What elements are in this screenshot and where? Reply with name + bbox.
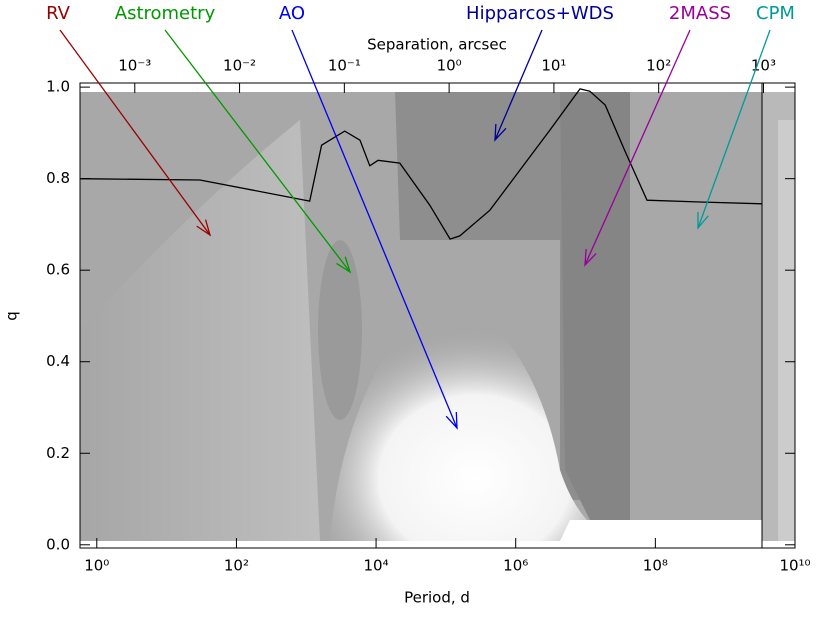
x2-tick-label: 10⁻³ — [118, 57, 151, 75]
annotation-arrowhead — [336, 256, 352, 274]
y-tick-label: 0.0 — [46, 535, 70, 553]
x2-tick-label: 10⁰ — [437, 57, 462, 75]
annotation-arrow — [291, 29, 458, 429]
x2-tick-label: 10³ — [751, 57, 776, 75]
x-tick-label: 10⁸ — [643, 557, 668, 575]
annotation-arrowhead — [584, 248, 597, 267]
x-tick-label: 10⁰ — [84, 557, 109, 575]
annotation-label: Astrometry — [115, 3, 216, 24]
annotation-arrow — [697, 29, 771, 229]
annotation-arrow — [164, 29, 351, 273]
annotation-arrow — [494, 29, 543, 141]
annotation-arrowhead — [494, 123, 507, 142]
y-axis-title: q — [3, 311, 21, 321]
x-tick-label: 10⁶ — [503, 557, 528, 575]
annotation-arrow — [584, 29, 691, 266]
x2-tick-label: 10¹ — [541, 57, 566, 75]
annotation-label: AO — [279, 3, 305, 24]
y-tick-label: 0.6 — [46, 261, 70, 279]
x-axis-title: Period, d — [404, 589, 470, 607]
contour-shading — [80, 83, 795, 548]
x2-tick-label: 10⁻² — [223, 57, 256, 75]
line — [79, 88, 763, 240]
x2-tick-label: 10⁻¹ — [328, 57, 361, 75]
plot-frame — [79, 82, 796, 549]
x-tick-label: 10¹⁰ — [779, 557, 810, 575]
annotation-arrowhead — [697, 211, 709, 230]
annotation-label: Hipparcos+WDS — [466, 3, 614, 24]
annotation-arrow — [59, 29, 211, 236]
annotation-label: 2MASS — [669, 3, 731, 24]
y-tick-label: 0.4 — [46, 352, 70, 370]
x-tick-label: 10² — [224, 557, 249, 575]
x2-tick-label: 10² — [646, 57, 671, 75]
annotation-arrowhead — [445, 411, 458, 430]
x-tick-label: 10⁴ — [364, 557, 389, 575]
y-tick-label: 0.2 — [46, 444, 70, 462]
annotation-label: CPM — [756, 3, 795, 24]
annotation-arrowhead — [196, 219, 212, 237]
y-tick-label: 1.0 — [46, 78, 70, 96]
y-tick-label: 0.8 — [46, 169, 70, 187]
x2-axis-title: Separation, arcsec — [367, 36, 507, 54]
annotation-label: RV — [46, 3, 71, 24]
